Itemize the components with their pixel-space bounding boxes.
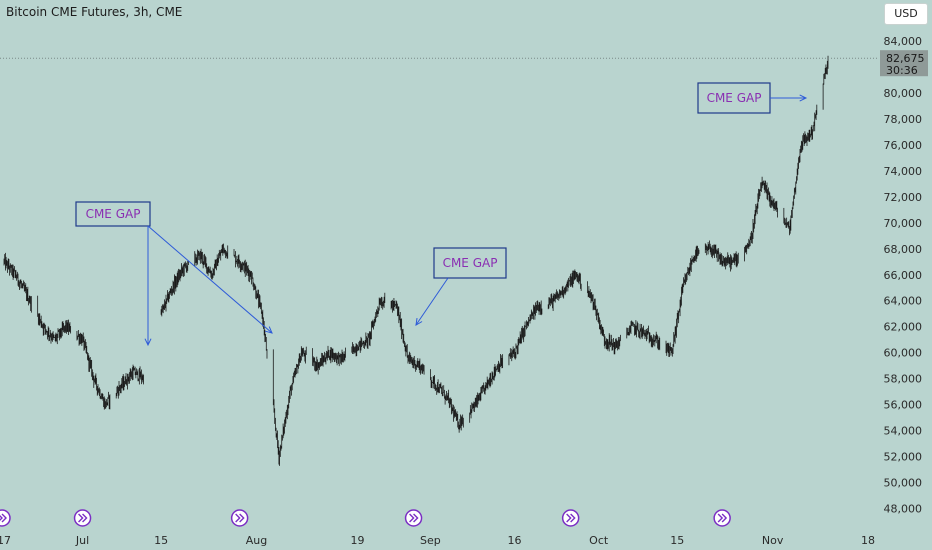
annotation-arrow <box>147 225 273 334</box>
x-tick-label: Nov <box>762 534 784 547</box>
y-tick-label: 76,000 <box>884 139 923 152</box>
y-tick-label: 80,000 <box>884 87 923 100</box>
annotation-arrowhead <box>144 338 152 347</box>
y-tick-label: 52,000 <box>884 451 923 464</box>
candle-series <box>3 55 829 466</box>
y-tick-label: 78,000 <box>884 113 923 126</box>
y-tick-label: 48,000 <box>884 503 923 516</box>
y-tick-label: 70,000 <box>884 217 923 230</box>
event-icon-glyph <box>409 513 419 523</box>
price-marker-box <box>880 50 928 77</box>
price-marker-countdown: 30:36 <box>886 64 918 77</box>
y-tick-label: 68,000 <box>884 243 923 256</box>
cme-gap-box[interactable] <box>433 247 507 279</box>
cme-gap-label: CME GAP <box>86 207 141 221</box>
x-tick-label: 17 <box>0 534 11 547</box>
y-tick-label: 64,000 <box>884 295 923 308</box>
cme-gap-box[interactable] <box>75 201 151 227</box>
cme-gap-label: CME GAP <box>443 256 498 270</box>
y-tick-label: 66,000 <box>884 269 923 282</box>
event-icon-glyph <box>78 513 88 523</box>
y-tick-label: 58,000 <box>884 373 923 386</box>
price-marker-value: 82,675 <box>886 52 925 65</box>
y-tick-label: 50,000 <box>884 477 923 490</box>
x-tick-label: Oct <box>589 534 609 547</box>
y-tick-label: 56,000 <box>884 399 923 412</box>
y-tick-label: 60,000 <box>884 347 923 360</box>
x-tick-label: 16 <box>508 534 522 547</box>
x-tick-label: Aug <box>246 534 267 547</box>
y-tick-label: 62,000 <box>884 321 923 334</box>
annotations: CME GAP CME GAP CME GAP <box>75 82 808 347</box>
currency-button[interactable]: USD <box>884 3 928 25</box>
event-icon-glyph <box>235 513 245 523</box>
x-tick-label: 15 <box>154 534 168 547</box>
event-icons <box>0 509 731 527</box>
chart-title: Bitcoin CME Futures, 3h, CME <box>6 5 183 19</box>
x-tick-label: Sep <box>420 534 441 547</box>
cme-gap-label: CME GAP <box>707 91 762 105</box>
x-tick-label: Jul <box>75 534 89 547</box>
y-tick-label: 72,000 <box>884 191 923 204</box>
event-icon-glyph <box>717 513 728 523</box>
event-icon-glyph <box>566 513 576 523</box>
y-tick-label: 84,000 <box>884 35 923 48</box>
annotation-arrowhead <box>265 326 273 334</box>
annotation-arrow <box>415 277 449 326</box>
x-tick-label: 18 <box>861 534 875 547</box>
y-tick-label: 54,000 <box>884 425 923 438</box>
y-axis: 48,000 50,000 52,000 54,000 56,000 58,000 60,0… <box>884 35 923 516</box>
event-icon-glyph <box>0 513 7 523</box>
annotation-arrowhead <box>415 318 423 326</box>
x-axis: 17 Jul 15 Aug 19 Sep 16 Oct 15 Nov 18 <box>0 534 875 547</box>
y-tick-label: 74,000 <box>884 165 923 178</box>
x-tick-label: 15 <box>670 534 684 547</box>
x-tick-label: 19 <box>350 534 364 547</box>
annotation-arrowhead <box>799 94 808 102</box>
